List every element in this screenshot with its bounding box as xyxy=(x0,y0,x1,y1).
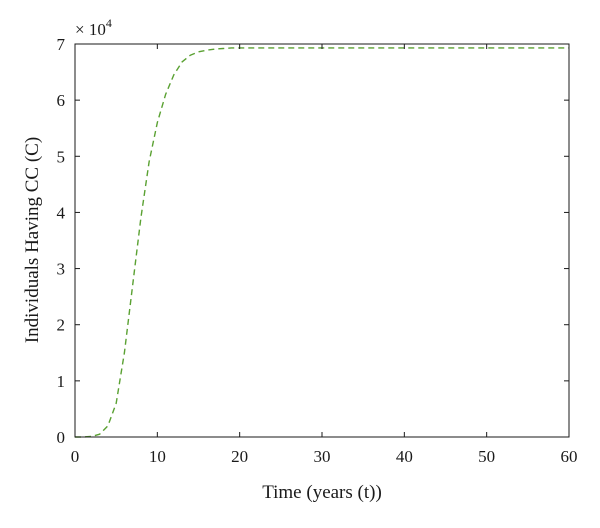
y-tick-label: 0 xyxy=(57,428,66,447)
x-tick-label: 0 xyxy=(71,447,80,466)
plot-area xyxy=(75,44,569,437)
x-tick-label: 50 xyxy=(478,447,495,466)
series-layer xyxy=(75,47,569,438)
y-tick-label: 6 xyxy=(57,91,66,110)
y-multiplier-exponent: 4 xyxy=(106,16,112,30)
x-tick-label: 30 xyxy=(314,447,331,466)
y-ticks: 0 1 2 3 4 5 6 7 xyxy=(57,35,569,447)
x-tick-label: 60 xyxy=(561,447,578,466)
y-tick-label: 5 xyxy=(57,147,66,166)
x-axis-label: Time (years (t)) xyxy=(262,482,382,503)
x-tick-label: 40 xyxy=(396,447,413,466)
y-multiplier-label: × 104 xyxy=(75,16,112,39)
y-tick-label: 3 xyxy=(57,260,66,279)
x-ticks: 0 10 20 30 40 50 60 xyxy=(71,44,578,466)
x-tick-label: 10 xyxy=(149,447,166,466)
y-axis-label: Individuals Having CC (C) xyxy=(22,137,43,343)
y-tick-label: 4 xyxy=(57,203,66,222)
y-tick-label: 2 xyxy=(57,316,66,335)
x-tick-label: 20 xyxy=(231,447,248,466)
series-line-0 xyxy=(75,47,569,438)
y-multiplier-base: × 10 xyxy=(75,20,106,39)
y-tick-label: 1 xyxy=(57,372,66,391)
y-tick-label: 7 xyxy=(57,35,66,54)
